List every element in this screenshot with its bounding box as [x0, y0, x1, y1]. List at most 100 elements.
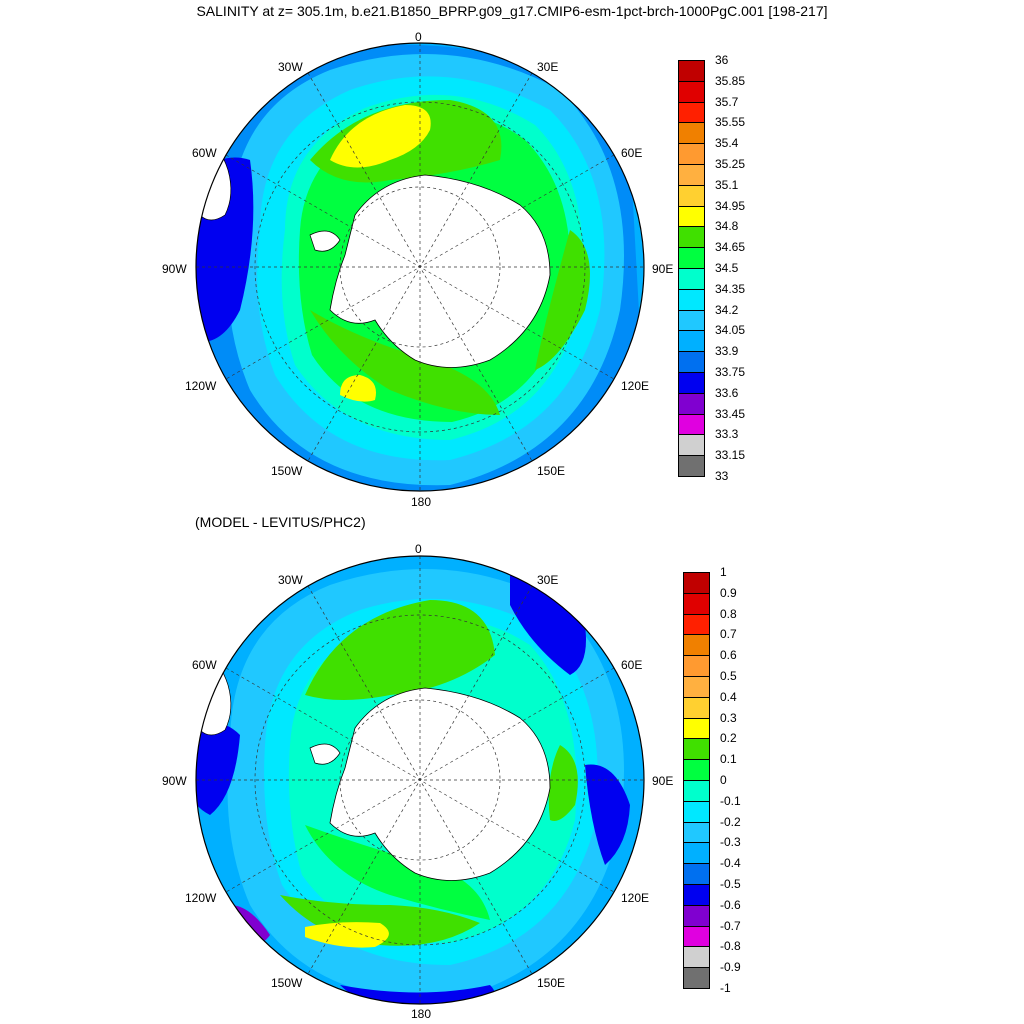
- lon-label-150e: 150E: [537, 976, 566, 990]
- colorbar-label: 35.4: [715, 136, 739, 151]
- colorbar-label: 0.5: [720, 669, 737, 683]
- colorbar-box: [678, 143, 705, 165]
- lon-label-30w: 30W: [278, 573, 303, 587]
- lon-label-150w: 150W: [271, 976, 303, 990]
- lon-label-90e: 90E: [652, 262, 674, 276]
- lon-label-180: 180: [411, 1007, 432, 1021]
- difference-polar-map: [195, 555, 645, 1005]
- colorbar-label: 35.25: [715, 157, 746, 171]
- colorbar-label: 0.8: [720, 606, 737, 621]
- lon-label-150w: 150W: [271, 464, 303, 478]
- colorbar-label: 0: [720, 773, 727, 787]
- lon-label-90e: 90E: [652, 774, 674, 788]
- difference-subtitle: (MODEL - LEVITUS/PHC2): [195, 514, 366, 530]
- colorbar-box: [683, 572, 710, 594]
- colorbar-label: -0.2: [720, 814, 741, 829]
- salinity-polar-map: [195, 42, 645, 492]
- lon-label-30e: 30E: [537, 573, 559, 587]
- colorbar-box: [678, 60, 705, 82]
- colorbar-label: -0.5: [720, 877, 741, 891]
- colorbar-box: [678, 184, 705, 207]
- colorbar-label: 0.1: [720, 752, 737, 767]
- colorbar-label: 33.6: [715, 385, 739, 400]
- colorbar-box: [683, 655, 710, 677]
- lon-label-120w: 120W: [185, 379, 217, 393]
- colorbar-box: [683, 821, 710, 844]
- colorbar-label: 0.2: [720, 731, 737, 746]
- lon-label-60w: 60W: [192, 658, 217, 672]
- colorbar-box: [683, 884, 710, 906]
- colorbar-label: -0.7: [720, 918, 741, 933]
- colorbar-box: [683, 842, 710, 865]
- colorbar-box: [678, 226, 705, 249]
- colorbar-box: [683, 925, 710, 948]
- colorbar-box: [683, 634, 710, 657]
- colorbar-label: 35.55: [715, 115, 746, 130]
- colorbar-box: [678, 122, 705, 145]
- colorbar-label: 35.7: [715, 94, 739, 109]
- lon-label-120w: 120W: [185, 891, 217, 905]
- colorbar-box: [683, 738, 710, 761]
- colorbar-label: -0.6: [720, 897, 741, 912]
- lon-label-180: 180: [411, 495, 432, 509]
- colorbar-box: [678, 309, 705, 332]
- colorbar-box: [683, 967, 710, 989]
- colorbar-box: [683, 904, 710, 927]
- colorbar-label: 33.45: [715, 406, 746, 421]
- colorbar-box: [683, 696, 710, 719]
- plot-title: SALINITY at z= 305.1m, b.e21.B1850_BPRP.…: [196, 3, 828, 19]
- colorbar-label: 35.1: [715, 177, 739, 192]
- colorbar-box: [683, 613, 710, 636]
- colorbar-label: 34.8: [715, 219, 739, 234]
- colorbar-box: [683, 800, 710, 823]
- colorbar-label: 34.05: [715, 323, 746, 338]
- colorbar-label: 34.5: [715, 261, 739, 275]
- colorbar-box: [678, 330, 705, 353]
- colorbar-box: [678, 288, 705, 311]
- colorbar-label: -0.9: [720, 960, 741, 975]
- colorbar-box: [678, 205, 705, 228]
- lon-label-60w: 60W: [192, 146, 217, 160]
- colorbar-label: 36: [715, 53, 729, 67]
- lon-label-120e: 120E: [621, 379, 650, 393]
- lon-label-60e: 60E: [621, 658, 643, 672]
- colorbar-box: [678, 80, 705, 103]
- lon-label-150e: 150E: [537, 464, 566, 478]
- colorbar-box: [683, 946, 710, 969]
- colorbar-label: 0.3: [720, 710, 737, 725]
- colorbar-box: [678, 434, 705, 457]
- colorbar-label: 1: [720, 565, 727, 579]
- colorbar-label: 33.9: [715, 344, 739, 359]
- colorbar-label: 35.85: [715, 73, 746, 88]
- colorbar-box: [683, 717, 710, 740]
- colorbar-label: 34.95: [715, 198, 746, 213]
- colorbar-box: [678, 392, 705, 415]
- colorbar-box: [678, 247, 705, 269]
- colorbar-label: 33.3: [715, 427, 739, 442]
- colorbar-label: 34.35: [715, 281, 746, 296]
- colorbar-box: [683, 676, 710, 698]
- colorbar-box: [678, 351, 705, 373]
- colorbar-label: 0.4: [720, 689, 737, 704]
- colorbar-box: [683, 780, 710, 802]
- colorbar-label: -1: [720, 981, 731, 995]
- colorbar-label: 33.75: [715, 365, 746, 379]
- lon-label-90w: 90W: [162, 262, 187, 276]
- colorbar-box: [678, 101, 705, 124]
- colorbar-box: [678, 372, 705, 394]
- colorbar-label: 33: [715, 469, 729, 483]
- colorbar-box: [678, 268, 705, 290]
- colorbar-label: 34.2: [715, 302, 739, 317]
- colorbar-label: -0.3: [720, 835, 741, 850]
- colorbar-label: -0.1: [720, 793, 741, 808]
- lon-label-90w: 90W: [162, 774, 187, 788]
- lon-label-30w: 30W: [278, 60, 303, 74]
- lon-label-60e: 60E: [621, 146, 643, 160]
- colorbar-label: 0.9: [720, 585, 737, 600]
- colorbar-label: 34.65: [715, 240, 746, 255]
- colorbar-box: [683, 592, 710, 615]
- lon-label-30e: 30E: [537, 60, 559, 74]
- colorbar-box: [683, 863, 710, 885]
- colorbar-box: [678, 164, 705, 186]
- lon-label-120e: 120E: [621, 891, 650, 905]
